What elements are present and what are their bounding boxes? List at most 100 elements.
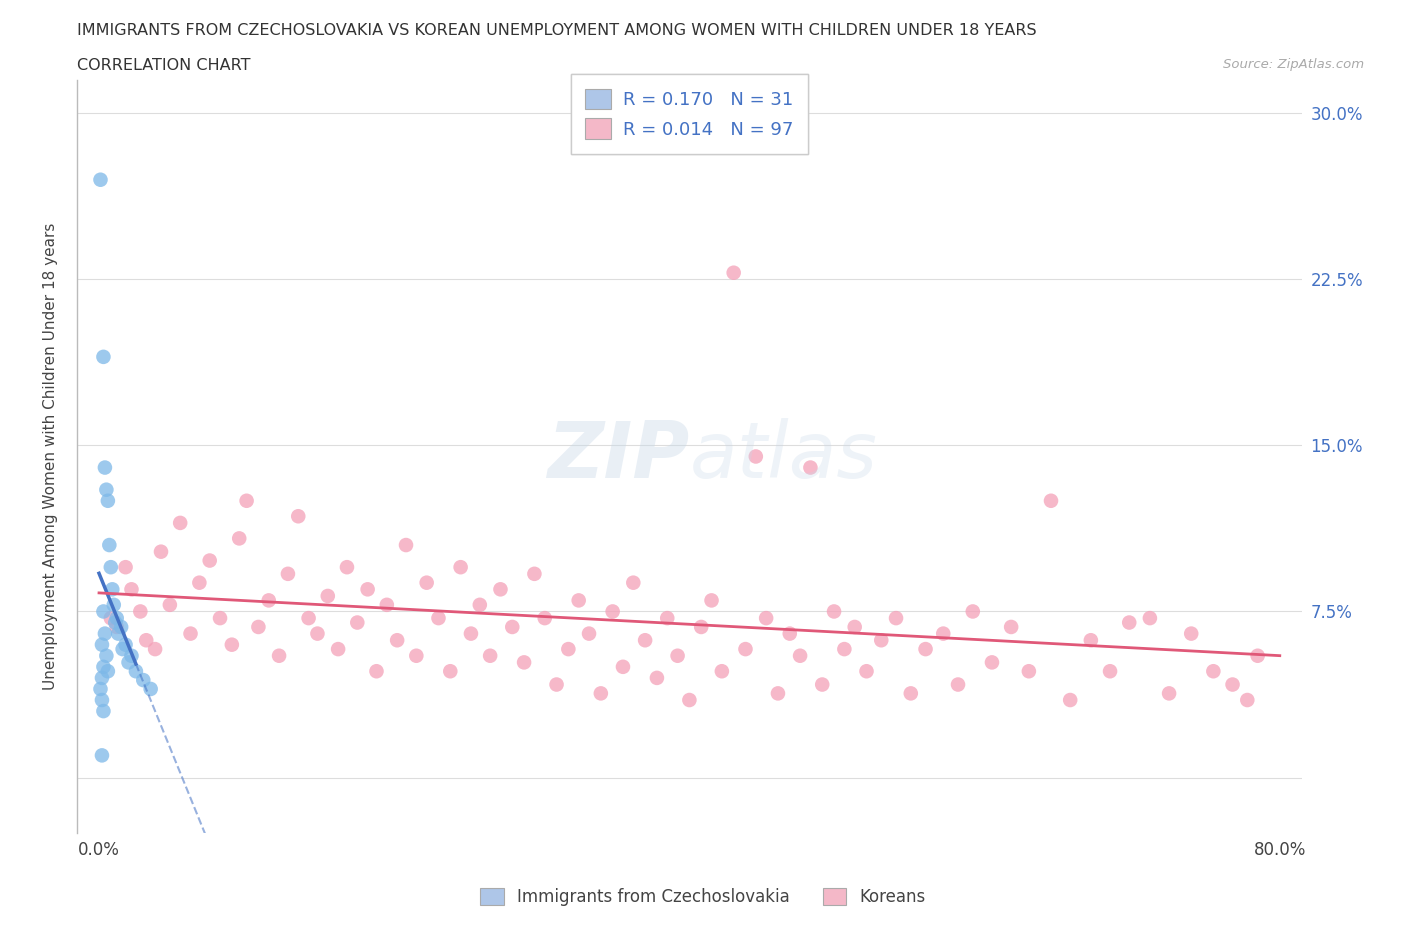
Point <box>589 686 612 701</box>
Point <box>1222 677 1244 692</box>
Point <box>460 626 482 641</box>
Point <box>247 619 270 634</box>
Point <box>884 611 907 626</box>
Point <box>1139 611 1161 626</box>
Point <box>94 626 117 641</box>
Point <box>208 611 231 626</box>
Point <box>188 576 211 591</box>
Point <box>1157 686 1180 701</box>
Point <box>427 611 450 626</box>
Point <box>766 686 789 701</box>
Point <box>557 642 579 657</box>
Point <box>634 632 657 647</box>
Point <box>101 582 124 597</box>
Point <box>114 637 136 652</box>
Point <box>501 619 523 634</box>
Point <box>710 664 733 679</box>
Point <box>1202 664 1225 679</box>
Point <box>100 611 122 626</box>
Legend: R = 0.170   N = 31, R = 0.014   N = 97: R = 0.170 N = 31, R = 0.014 N = 97 <box>571 74 808 153</box>
Point <box>823 604 845 618</box>
Y-axis label: Unemployment Among Women with Children Under 18 years: Unemployment Among Women with Children U… <box>44 223 58 690</box>
Point <box>513 655 536 670</box>
Point <box>1059 693 1081 708</box>
Point <box>235 493 257 508</box>
Point <box>568 593 591 608</box>
Point <box>1236 693 1258 708</box>
Point <box>962 604 984 618</box>
Point <box>1180 626 1202 641</box>
Point <box>612 659 634 674</box>
Point <box>91 693 114 708</box>
Point <box>1080 632 1102 647</box>
Point <box>395 538 418 552</box>
Point <box>139 682 162 697</box>
Point <box>346 615 368 630</box>
Point <box>657 611 679 626</box>
Point <box>602 604 624 618</box>
Point <box>103 597 125 612</box>
Point <box>135 632 157 647</box>
Point <box>356 582 378 597</box>
Point <box>91 671 114 685</box>
Point <box>277 566 299 581</box>
Point <box>96 483 118 498</box>
Point <box>132 672 155 687</box>
Point <box>946 677 969 692</box>
Point <box>150 544 173 559</box>
Point <box>981 655 1004 670</box>
Point <box>690 619 713 634</box>
Point <box>267 648 290 663</box>
Point <box>405 648 427 663</box>
Legend: Immigrants from Czechoslovakia, Koreans: Immigrants from Czechoslovakia, Koreans <box>474 881 932 912</box>
Text: Source: ZipAtlas.com: Source: ZipAtlas.com <box>1223 58 1364 71</box>
Point <box>125 664 148 679</box>
Point <box>257 593 280 608</box>
Point <box>734 642 756 657</box>
Point <box>1118 615 1140 630</box>
Point <box>97 493 120 508</box>
Point <box>533 611 555 626</box>
Point <box>523 566 546 581</box>
Point <box>375 597 398 612</box>
Point <box>104 615 127 630</box>
Point <box>479 648 502 663</box>
Point <box>307 626 329 641</box>
Point <box>105 619 128 634</box>
Text: CORRELATION CHART: CORRELATION CHART <box>77 58 250 73</box>
Point <box>932 626 955 641</box>
Point <box>94 460 117 475</box>
Point <box>666 648 689 663</box>
Point <box>779 626 801 641</box>
Point <box>870 632 893 647</box>
Point <box>914 642 936 657</box>
Point <box>114 560 136 575</box>
Point <box>621 576 644 591</box>
Point <box>316 589 339 604</box>
Point <box>97 664 120 679</box>
Point <box>98 538 121 552</box>
Point <box>900 686 922 701</box>
Point <box>723 265 745 280</box>
Point <box>129 604 152 618</box>
Point <box>180 626 202 641</box>
Point <box>89 172 111 187</box>
Point <box>121 582 143 597</box>
Point <box>1000 619 1022 634</box>
Point <box>117 655 139 670</box>
Point <box>336 560 359 575</box>
Point <box>811 677 834 692</box>
Point <box>287 509 309 524</box>
Point <box>385 632 408 647</box>
Point <box>1018 664 1040 679</box>
Text: ZIP: ZIP <box>547 418 689 495</box>
Point <box>93 350 115 365</box>
Point <box>91 748 114 763</box>
Point <box>105 611 128 626</box>
Point <box>143 642 166 657</box>
Point <box>855 664 877 679</box>
Point <box>89 682 111 697</box>
Text: IMMIGRANTS FROM CZECHOSLOVAKIA VS KOREAN UNEMPLOYMENT AMONG WOMEN WITH CHILDREN : IMMIGRANTS FROM CZECHOSLOVAKIA VS KOREAN… <box>77 23 1038 38</box>
Point <box>169 515 191 530</box>
Point <box>489 582 512 597</box>
